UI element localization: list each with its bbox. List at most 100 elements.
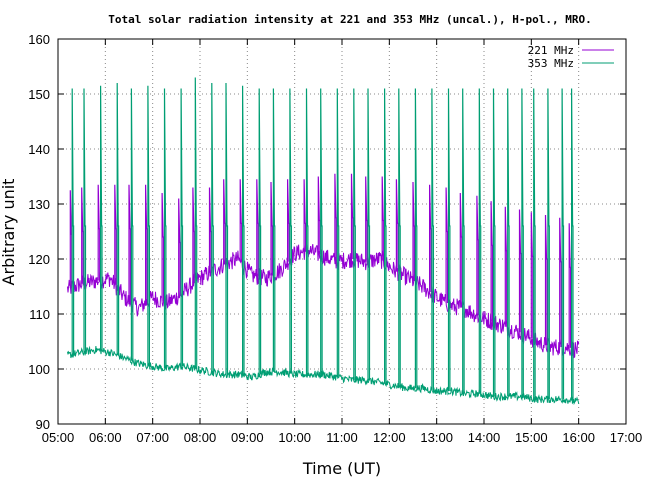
calibration-spike xyxy=(97,184,101,281)
calibration-spike xyxy=(518,209,522,333)
calibration-spike xyxy=(69,190,73,289)
x-tick-label: 07:00 xyxy=(136,430,169,445)
calibration-spike xyxy=(504,206,508,327)
y-tick-label: 140 xyxy=(28,142,50,157)
y-tick-label: 90 xyxy=(36,417,50,432)
x-tick-label: 12:00 xyxy=(373,430,406,445)
calibration-spike xyxy=(367,88,371,381)
calibration-spike xyxy=(561,88,565,400)
calibration-spike xyxy=(507,88,510,397)
x-tick-label: 08:00 xyxy=(184,430,217,445)
x-tick-label: 05:00 xyxy=(42,430,75,445)
calibration-spike xyxy=(242,85,245,376)
calibration-spike xyxy=(178,198,181,297)
calibration-spike xyxy=(114,184,117,285)
calibration-spike xyxy=(334,173,337,261)
calibration-spike xyxy=(547,88,550,400)
calibration-spike xyxy=(544,214,548,346)
calibration-spike xyxy=(568,223,572,348)
calibration-spike xyxy=(128,184,131,302)
calibration-spike xyxy=(459,192,463,308)
x-tick-label: 11:00 xyxy=(326,430,358,445)
x-axis: 05:00 06:00 07:00 08:00 09:00 10:00 11:00 12:00… xyxy=(42,39,643,445)
calibration-spike xyxy=(533,88,536,399)
calibration-spike xyxy=(258,88,262,375)
calibration-spike xyxy=(445,187,449,303)
calibration-spike xyxy=(447,88,451,391)
calibration-spike xyxy=(429,184,432,292)
calibration-spike xyxy=(81,187,84,284)
calibration-spike xyxy=(145,184,148,303)
calibration-spike xyxy=(462,88,465,394)
calibration-spike xyxy=(256,179,259,277)
calibration-spike xyxy=(194,77,198,369)
x-tick-label: 10:00 xyxy=(278,430,311,445)
calibration-spike xyxy=(365,176,368,262)
calibration-spike xyxy=(130,88,134,361)
calibration-spike xyxy=(116,82,120,356)
y-tick-label: 100 xyxy=(28,362,50,377)
calibration-spike xyxy=(350,173,354,259)
calibration-spike xyxy=(305,88,309,375)
x-tick-label: 15:00 xyxy=(515,430,548,445)
calibration-spike xyxy=(287,179,290,262)
calibration-spike xyxy=(384,88,387,384)
x-tick-label: 17:00 xyxy=(610,430,643,445)
calibration-spike xyxy=(225,82,229,375)
y-tick-label: 120 xyxy=(28,252,50,267)
calibration-spike xyxy=(530,212,534,339)
series-353-mhz xyxy=(67,77,580,406)
chart-title: Total solar radiation intensity at 221 a… xyxy=(108,13,591,26)
calibration-spike xyxy=(83,88,87,352)
calibration-spike xyxy=(559,217,562,347)
calibration-spike xyxy=(412,181,415,281)
calibration-spike xyxy=(192,187,195,284)
calibration-spike xyxy=(208,187,212,273)
calibration-spike xyxy=(398,88,401,387)
calibration-spike xyxy=(478,88,482,394)
y-tick-label: 150 xyxy=(28,87,50,102)
calibration-spike xyxy=(353,88,356,380)
y-axis-label: Arbitrary unit xyxy=(0,179,18,286)
calibration-spike xyxy=(100,85,103,351)
y-axis: 90 100 110 120 130 140 150 160 xyxy=(28,32,626,432)
calibration-spike xyxy=(223,179,226,265)
calibration-spike xyxy=(336,88,340,378)
series-line xyxy=(67,243,580,359)
x-tick-label: 13:00 xyxy=(420,430,453,445)
calibration-spike xyxy=(147,85,150,366)
legend: 221 MHz 353 MHz xyxy=(528,44,614,70)
x-tick-label: 06:00 xyxy=(89,430,122,445)
calibration-spike xyxy=(381,176,385,261)
calibration-spike xyxy=(490,201,494,322)
calibration-spike xyxy=(163,88,167,369)
calibration-spike xyxy=(492,88,496,397)
x-tick-label: 16:00 xyxy=(562,430,595,445)
calibration-spike xyxy=(476,195,479,316)
calibration-spike xyxy=(414,88,418,389)
calibration-spike xyxy=(521,88,524,397)
calibration-spike xyxy=(71,88,75,355)
y-tick-label: 130 xyxy=(28,197,50,212)
calibration-spike xyxy=(270,181,273,276)
calibration-spike xyxy=(303,179,307,252)
calibration-spike xyxy=(571,88,574,401)
calibration-spike xyxy=(431,88,434,391)
x-tick-label: 09:00 xyxy=(231,430,264,445)
y-tick-label: 160 xyxy=(28,32,50,47)
y-tick-label: 110 xyxy=(29,307,50,322)
x-axis-label: Time (UT) xyxy=(302,459,381,478)
calibration-spike xyxy=(317,176,321,255)
calibration-spike xyxy=(320,88,323,375)
series-line xyxy=(67,345,580,406)
calibration-spike xyxy=(239,179,243,262)
x-tick-label: 14:00 xyxy=(468,430,501,445)
calibration-spike xyxy=(272,88,276,372)
calibration-spike xyxy=(180,88,184,367)
legend-label-221: 221 MHz xyxy=(528,44,574,57)
calibration-spike xyxy=(211,82,214,373)
calibration-spike xyxy=(289,88,292,374)
legend-label-353: 353 MHz xyxy=(528,57,574,70)
series-221-mhz xyxy=(67,173,580,359)
